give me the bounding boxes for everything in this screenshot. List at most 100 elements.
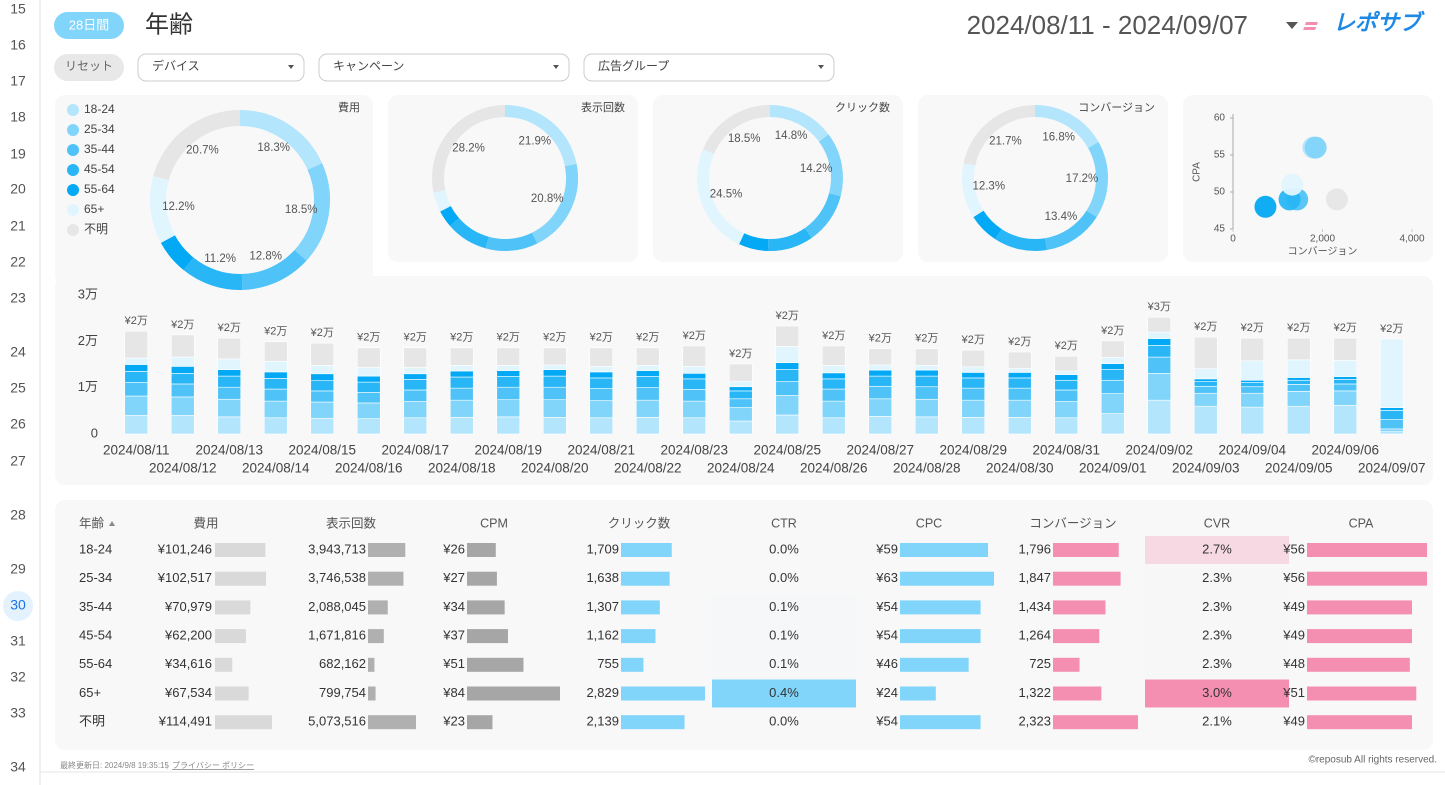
- row-number: 28: [10, 507, 26, 523]
- period-badge[interactable]: [54, 12, 124, 39]
- scatter-point: [1304, 136, 1327, 159]
- bar-segment: [1379, 410, 1404, 420]
- row-number: 34: [10, 759, 26, 775]
- card: [918, 95, 1168, 262]
- table-header[interactable]: CPM: [480, 516, 508, 530]
- bar-segment: [263, 400, 288, 419]
- table-cell: 1,847: [1018, 570, 1051, 585]
- row-number: 24: [10, 344, 26, 360]
- bar-segment: [1379, 338, 1404, 408]
- donut-segment: [432, 105, 506, 193]
- bar-segment: [124, 382, 149, 397]
- filter-dropdown[interactable]: [583, 53, 835, 82]
- table-header[interactable]: コンバージョン: [1029, 516, 1116, 530]
- bar-segment: [961, 387, 986, 401]
- row-number: 23: [10, 290, 26, 306]
- bar-segment: [1193, 392, 1218, 407]
- bar-segment: [1007, 417, 1032, 435]
- bar-segment: [449, 347, 474, 366]
- bar-segment: [914, 369, 939, 377]
- table-cell: ¥62,200: [164, 628, 212, 643]
- table-cell: 2,088,045: [308, 599, 366, 614]
- table-cell: ¥23: [442, 714, 465, 729]
- bar-segment: [449, 387, 474, 401]
- filter-dropdown[interactable]: [318, 53, 570, 82]
- bar-segment: [1100, 363, 1125, 370]
- table-header[interactable]: CPA: [1349, 516, 1374, 530]
- date-range[interactable]: 2024/08/11 - 2024/09/07: [967, 10, 1248, 40]
- donut-value-label: 16.8%: [1042, 131, 1075, 143]
- x-tick-label: 2024/08/31: [1032, 443, 1100, 458]
- bar-segment: [1333, 404, 1358, 435]
- table-cell: ¥59: [875, 541, 898, 556]
- x-tick-label: 2024/08/14: [242, 461, 310, 476]
- bar-segment: [1193, 378, 1218, 382]
- table-header[interactable]: CPC: [916, 516, 942, 530]
- row-number: 19: [10, 146, 26, 162]
- table-cell: 0.0%: [769, 541, 799, 556]
- heat-cell: [712, 679, 856, 708]
- bar-total-label: ¥2万: [1379, 323, 1403, 335]
- table-header[interactable]: クリック数: [608, 515, 671, 530]
- donut-segment: [504, 105, 577, 167]
- table-cell: 725: [1029, 656, 1051, 671]
- x-tick-label: 2024/08/25: [753, 443, 821, 458]
- table-bar: [368, 571, 404, 586]
- table-header[interactable]: CVR: [1204, 516, 1230, 530]
- table-header[interactable]: 費用: [193, 515, 218, 530]
- x-tick-label: 0: [1230, 234, 1236, 245]
- bar-segment: [1286, 391, 1311, 407]
- dropdown-arrow: [553, 65, 559, 69]
- donut-segment: [818, 134, 843, 197]
- x-tick-label: 2024/09/07: [1358, 461, 1426, 476]
- table-cell: ¥49: [1282, 628, 1305, 643]
- table-cell: 799,754: [319, 685, 366, 700]
- table-cell: 1,162: [586, 628, 619, 643]
- x-tick-label: 2024/08/24: [707, 461, 775, 476]
- donut-value-label: 20.7%: [186, 145, 219, 157]
- bar-segment: [914, 416, 939, 435]
- reset-button[interactable]: [54, 54, 124, 81]
- donut-title: 表示回数: [581, 101, 625, 114]
- table-header[interactable]: 表示回数: [326, 515, 377, 530]
- row-number: 17: [10, 73, 26, 89]
- bar-segment: [1054, 379, 1079, 391]
- bar-segment: [217, 375, 242, 388]
- bar-segment: [496, 376, 521, 388]
- bar-segment: [542, 364, 567, 370]
- table-cell: ¥54: [875, 628, 898, 643]
- bar-segment: [449, 365, 474, 372]
- bar-segment: [542, 369, 567, 377]
- bar-segment: [682, 400, 707, 419]
- table-row-label: 45-54: [79, 628, 112, 643]
- bar-segment: [1054, 370, 1079, 375]
- sort-indicator: [109, 521, 115, 526]
- row-number: 25: [10, 380, 26, 396]
- bar-segment: [961, 366, 986, 373]
- bar-segment: [775, 369, 800, 382]
- bar-segment: [1147, 331, 1172, 339]
- bar-segment: [403, 401, 428, 419]
- x-tick-label: 2024/08/30: [986, 461, 1054, 476]
- bar-segment: [1147, 356, 1172, 374]
- bar-total-label: ¥2万: [1007, 336, 1031, 348]
- bar-segment: [170, 415, 195, 435]
- table-header[interactable]: CTR: [771, 516, 797, 530]
- table-cell: ¥48: [1282, 656, 1305, 671]
- bar-segment: [589, 388, 614, 401]
- logo-text: レポサブ: [1333, 10, 1425, 35]
- privacy-link[interactable]: プライバシー ポリシー: [172, 761, 254, 770]
- donut-segment: [995, 228, 1047, 251]
- row-number: 29: [10, 561, 26, 577]
- bar-segment: [263, 360, 288, 373]
- donut-value-label: 20.8%: [531, 193, 564, 205]
- table-cell: ¥49: [1282, 599, 1305, 614]
- donut-value-label: 21.7%: [989, 136, 1022, 148]
- x-tick-label: 2024/09/01: [1079, 461, 1147, 476]
- date-dropdown-arrow[interactable]: [1286, 22, 1298, 29]
- table-bar: [467, 657, 524, 672]
- bar-segment: [728, 407, 753, 422]
- filter-dropdown[interactable]: [137, 53, 305, 82]
- table-header[interactable]: 年齢: [79, 516, 105, 530]
